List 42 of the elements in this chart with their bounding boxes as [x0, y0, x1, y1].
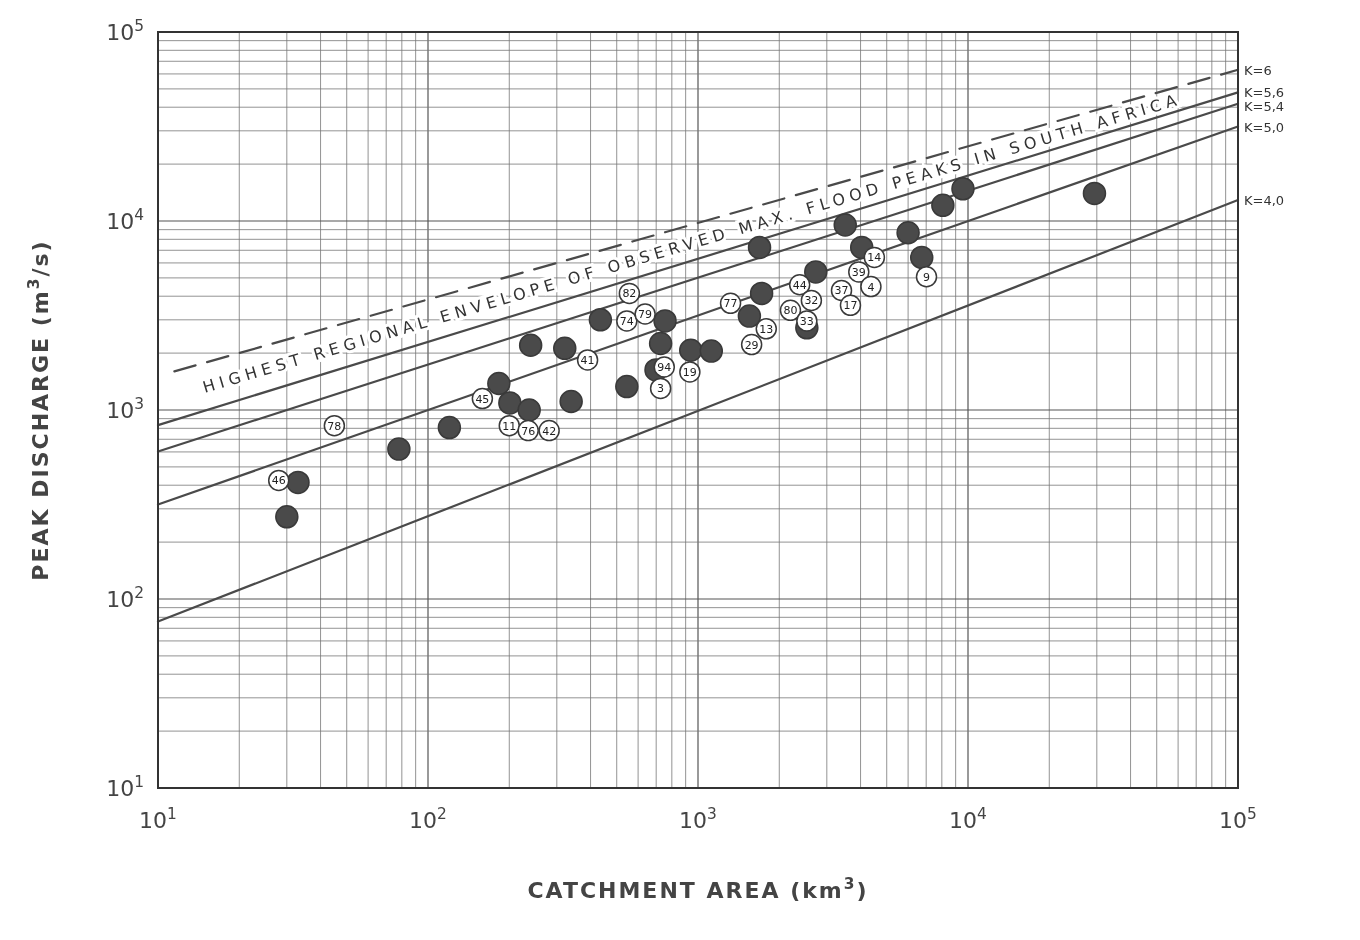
series-label: K=5,6	[1244, 85, 1285, 101]
annotation: 13	[759, 322, 774, 336]
x-tick-label: 10$^{3}$	[679, 805, 717, 833]
annotation: 41	[580, 353, 595, 367]
series-label: K=6	[1244, 62, 1272, 78]
series-label: K=5,4	[1244, 99, 1285, 115]
annotation: 46	[271, 474, 286, 488]
annotation: 19	[682, 365, 697, 379]
x-tick-label: 10$^{2}$	[409, 805, 447, 833]
x-tick-label: 10$^{4}$	[949, 805, 987, 833]
x-tick-label: 10$^{1}$	[139, 805, 177, 833]
annotation: 14	[867, 251, 882, 265]
annotation: 37	[834, 284, 849, 298]
annotation: 94	[657, 360, 672, 374]
annotation: 4	[867, 280, 875, 294]
annotation: 79	[638, 308, 653, 322]
annotation: 77	[723, 297, 738, 311]
annotation: 44	[792, 278, 807, 292]
annotation: 17	[843, 299, 858, 313]
annotation: 39	[851, 265, 866, 279]
annotation: 11	[502, 419, 517, 433]
annotation: 80	[783, 304, 798, 318]
annotation: 45	[475, 392, 490, 406]
series-label: K=4,0	[1244, 193, 1285, 209]
annotation: 29	[744, 338, 759, 352]
y-tick-label: 10$^{1}$	[106, 773, 144, 801]
y-tick-label: 10$^{5}$	[106, 17, 144, 45]
x-tick-label: 10$^{5}$	[1219, 805, 1257, 833]
y-tick-label: 10$^{4}$	[106, 206, 144, 234]
y-tick-label: 10$^{3}$	[106, 395, 144, 423]
annotation: 33	[799, 314, 814, 328]
annotation: 32	[804, 294, 819, 308]
annotation: 82	[622, 287, 637, 301]
annotation: 9	[923, 270, 931, 284]
series-label: K=5,0	[1244, 119, 1285, 135]
annotation: 76	[521, 424, 536, 438]
annotation: 42	[542, 424, 557, 438]
x-axis-title: CATCHMENT AREA (km$^{3}$)	[527, 875, 869, 903]
y-tick-label: 10$^{2}$	[106, 584, 144, 612]
annotation: 78	[327, 419, 342, 433]
annotation: 3	[657, 382, 665, 396]
annotation: 74	[619, 314, 634, 328]
